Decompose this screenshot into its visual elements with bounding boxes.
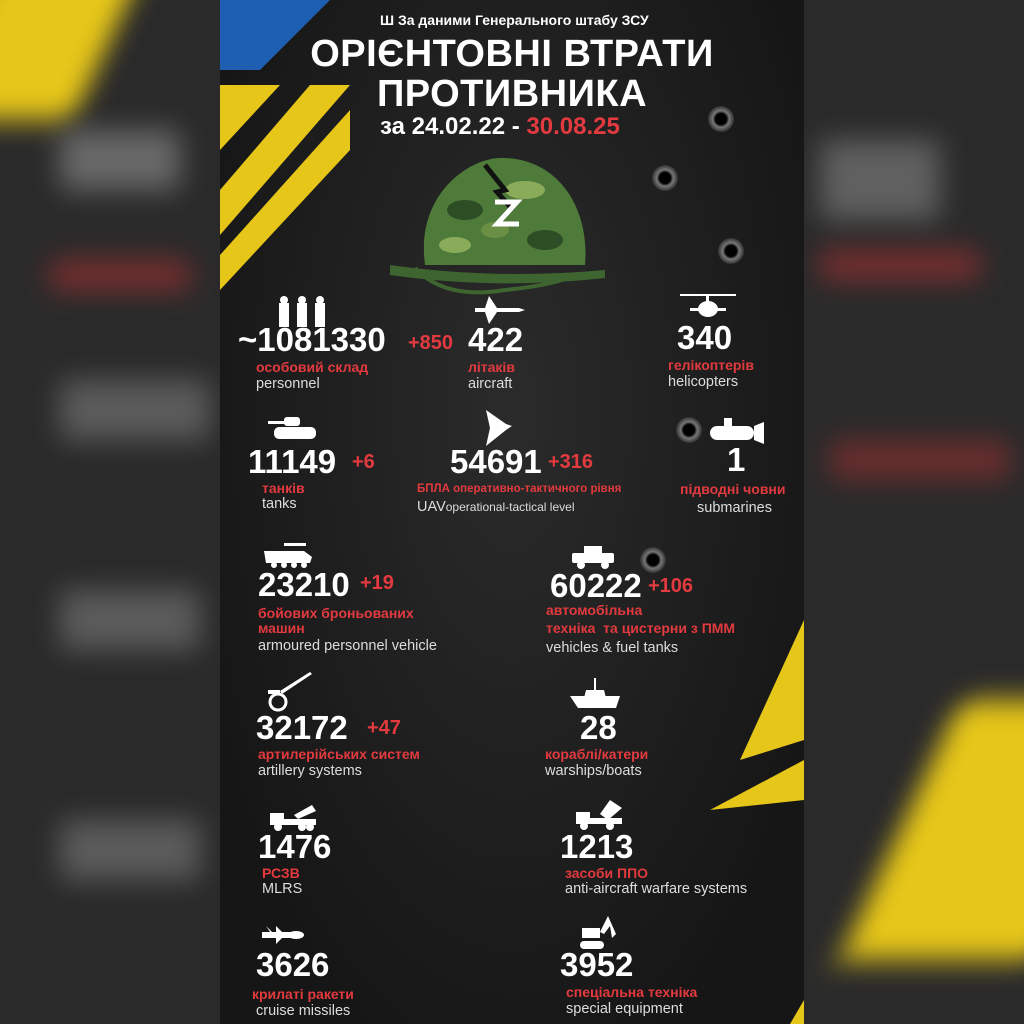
air-defense-label-ua: засоби ППО bbox=[565, 865, 649, 881]
vehicles-value: 60222 bbox=[550, 567, 642, 604]
helicopters-value: 340 bbox=[677, 319, 733, 356]
warship-icon bbox=[570, 678, 620, 708]
title-line-1: ОРІЄНТОВНІ ВТРАТИ bbox=[310, 33, 714, 75]
special-equipment-label-ua: спеціальна техніка bbox=[566, 984, 698, 1000]
artillery-increase: +47 bbox=[367, 717, 401, 739]
uav-label-ua: БПЛА оперативно-тактичного рівня bbox=[417, 483, 622, 495]
infographic-poster: Ш За даними Генерального штабу ЗСУ ОРІЄН… bbox=[220, 0, 804, 1024]
title-line-2: ПРОТИВНИКА bbox=[376, 73, 648, 115]
apv-value: 23210 bbox=[258, 566, 350, 603]
helicopters-label-ua: гелікоптерів bbox=[668, 357, 754, 373]
cruise-missiles-label-en: cruise missiles bbox=[256, 1003, 351, 1019]
aircraft-value: 422 bbox=[468, 321, 524, 358]
bullet-hole-decoration bbox=[640, 547, 666, 573]
apv-increase: +19 bbox=[360, 572, 394, 594]
personnel-increase: +850 bbox=[408, 332, 454, 354]
air-defense-truck-icon bbox=[576, 800, 622, 830]
personnel-label-ua: особовий склад bbox=[256, 359, 369, 375]
cruise-missiles-label-ua: крилаті ракети bbox=[252, 986, 354, 1002]
uav-label-en: UAVoperational-tactical level bbox=[417, 499, 575, 515]
helmet-illustration bbox=[390, 157, 605, 295]
drone-icon bbox=[486, 410, 512, 446]
bullet-hole-decoration bbox=[718, 238, 744, 264]
bullet-hole-decoration bbox=[652, 165, 678, 191]
soldiers-icon bbox=[279, 296, 325, 327]
missile-icon bbox=[262, 926, 304, 944]
vehicles-label-ua-line2: техніка та цистерни з ПММ bbox=[546, 620, 736, 636]
personnel-label-en: personnel bbox=[256, 376, 320, 392]
apv-label-ua-line2: машин bbox=[258, 620, 305, 636]
z-symbol bbox=[491, 199, 523, 227]
vehicles-increase: +106 bbox=[648, 575, 694, 597]
tanks-increase: +6 bbox=[352, 451, 375, 473]
artillery-label-ua: артилерійських систем bbox=[258, 746, 420, 762]
uav-increase: +316 bbox=[548, 451, 594, 473]
source-line: Ш За даними Генерального штабу ЗСУ bbox=[380, 12, 649, 28]
mlrs-value: 1476 bbox=[258, 828, 332, 865]
aircraft-label-ua: літаків bbox=[468, 359, 515, 375]
air-defense-label-en: anti-aircraft warfare systems bbox=[565, 881, 748, 897]
special-equipment-value: 3952 bbox=[560, 946, 634, 983]
tanks-label-ua: танків bbox=[262, 480, 305, 496]
personnel-value: ~1081330 bbox=[238, 321, 386, 358]
mlrs-label-ua: РСЗВ bbox=[262, 865, 300, 881]
uav-value: 54691 bbox=[450, 443, 542, 480]
date-range: за 24.02.22 - 30.08.25 bbox=[380, 113, 620, 140]
mlrs-label-en: MLRS bbox=[262, 881, 303, 897]
submarines-value: 1 bbox=[727, 441, 746, 478]
excavator-icon bbox=[580, 916, 616, 949]
artillery-label-en: artillery systems bbox=[258, 763, 362, 779]
humvee-icon bbox=[572, 546, 614, 569]
tanks-value: 11149 bbox=[248, 443, 337, 480]
warships-value: 28 bbox=[580, 709, 617, 746]
vehicles-label-ua: автомобільна bbox=[546, 602, 643, 618]
jet-icon bbox=[475, 296, 525, 324]
submarines-label-en: submarines bbox=[697, 500, 772, 516]
warships-label-en: warships/boats bbox=[545, 763, 642, 779]
warships-label-ua: кораблі/катери bbox=[545, 746, 649, 762]
special-equipment-label-en: special equipment bbox=[566, 1001, 683, 1017]
submarines-label-ua: підводні човни bbox=[680, 481, 786, 497]
cruise-missiles-value: 3626 bbox=[256, 946, 330, 983]
tank-icon bbox=[268, 417, 316, 439]
aircraft-label-en: aircraft bbox=[468, 376, 513, 392]
apc-icon bbox=[264, 543, 312, 568]
howitzer-icon bbox=[268, 672, 312, 712]
air-defense-value: 1213 bbox=[560, 828, 634, 865]
apv-label-ua: бойових броньованих bbox=[258, 605, 414, 621]
submarine-icon bbox=[710, 418, 764, 444]
apv-label-en: armoured personnel vehicle bbox=[258, 638, 437, 654]
artillery-value: 32172 bbox=[256, 709, 348, 746]
tanks-label-en: tanks bbox=[262, 496, 297, 512]
bullet-hole-decoration bbox=[676, 417, 702, 443]
bullet-hole-decoration bbox=[708, 106, 734, 132]
flag-stripes-decoration bbox=[220, 0, 804, 1024]
vehicles-label-en: vehicles & fuel tanks bbox=[546, 640, 679, 656]
trident-icon: Ш bbox=[380, 12, 398, 28]
helicopters-label-en: helicopters bbox=[668, 374, 739, 390]
mlrs-truck-icon bbox=[270, 805, 316, 831]
helicopter-icon bbox=[680, 294, 736, 317]
